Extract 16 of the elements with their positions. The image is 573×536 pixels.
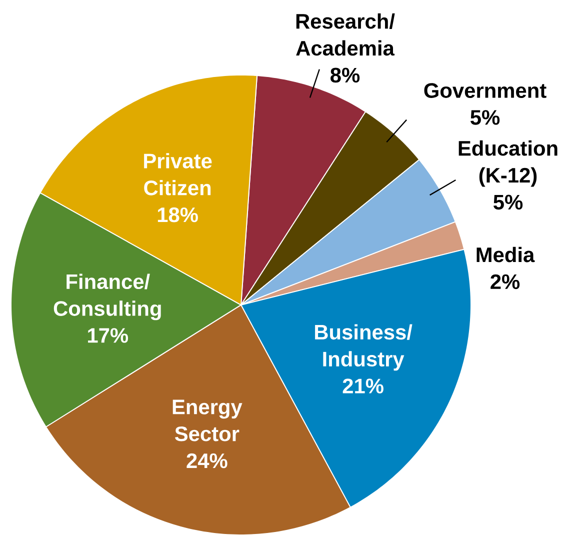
slice-label: Government — [424, 83, 546, 98]
data-label: 5% — [494, 194, 523, 210]
data-label: 24% — [186, 453, 228, 468]
data-label: 8% — [330, 68, 360, 83]
slice-label: Finance/ Consulting — [54, 274, 161, 320]
data-label: 18% — [158, 207, 198, 222]
data-label: 17% — [88, 328, 128, 343]
slice-label: Energy Sector — [172, 400, 242, 442]
slice-label: Research/ Academia — [296, 13, 395, 56]
slice-label: Media — [476, 246, 535, 262]
slice-label: Private Citizen — [144, 153, 212, 196]
data-label: 5% — [470, 110, 500, 125]
data-label: 2% — [490, 274, 520, 290]
data-label: 21% — [342, 378, 384, 394]
slice-label: Business/ Industry — [315, 324, 412, 371]
slice-label: Education (K-12) — [458, 140, 558, 187]
